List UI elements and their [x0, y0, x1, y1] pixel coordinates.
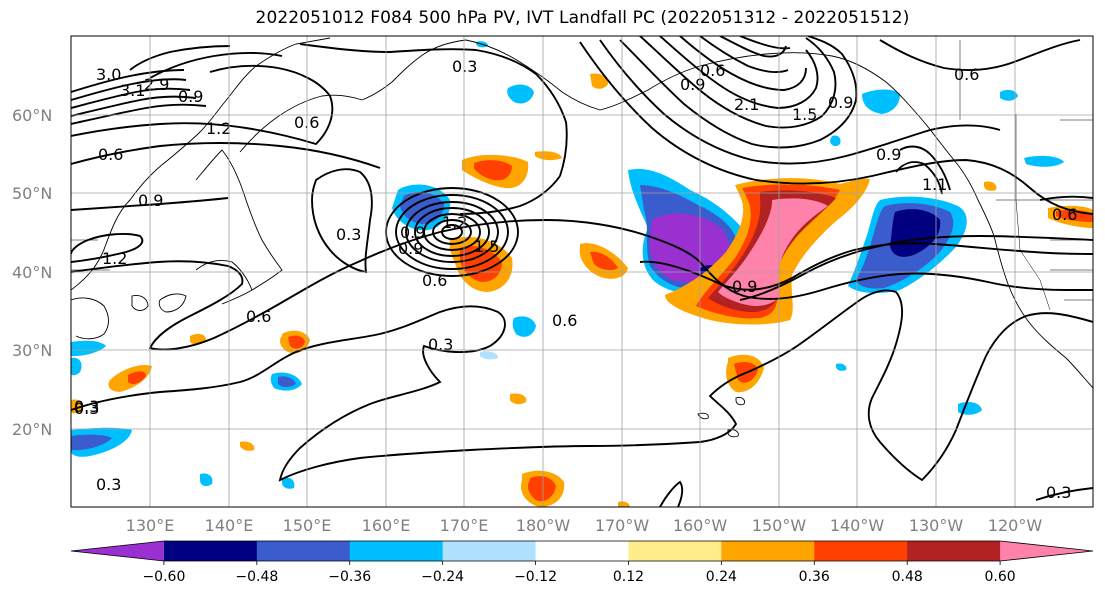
colorbar-tick-labels: −0.60 −0.48 −0.36 −0.24 −0.12 0.12 0.24 0.36 0.4…: [142, 561, 1016, 585]
colorbar-swatch: [628, 541, 722, 561]
contour-label: 0.3: [452, 57, 477, 76]
contour-label: 3.1: [120, 81, 145, 100]
lon-label: 140°E: [205, 516, 254, 535]
graticule: [71, 36, 1093, 507]
lat-label: 50°N: [12, 184, 52, 203]
colorbar: [70, 540, 1094, 562]
lon-label: 170°E: [440, 516, 489, 535]
colorbar-swatch: [349, 541, 444, 561]
colorbar-tick-label: −0.24: [421, 569, 464, 585]
contour-label: 0.3: [74, 397, 99, 416]
colorbar-tick-label: −0.60: [142, 569, 185, 585]
lon-label: 150°E: [283, 516, 332, 535]
contour-label: 2.9: [144, 75, 169, 94]
contour-label: 0.6: [954, 65, 979, 84]
colorbar-swatch: [535, 541, 629, 561]
lat-label: 40°N: [12, 263, 52, 282]
contour-label: 0.9: [732, 277, 757, 296]
colorbar-swatch: [71, 541, 164, 561]
pv-contours: [71, 36, 1093, 507]
colorbar-tick-label: 0.48: [892, 569, 923, 585]
contour-label: 0.3: [1046, 483, 1071, 502]
contour-label: 0.3: [336, 225, 361, 244]
contour-label: 0.6: [552, 311, 577, 330]
map-background: [71, 36, 1093, 507]
colorbar-swatch: [907, 541, 1001, 561]
lon-label: 150°W: [752, 516, 807, 535]
contour-label: 0.3: [96, 475, 121, 494]
contour-label: 0.9: [828, 93, 853, 112]
contour-label: 1.2: [206, 119, 231, 138]
lon-label: 120°W: [988, 516, 1043, 535]
latitude-labels: 60°N 50°N 40°N 30°N 20°N: [12, 106, 52, 439]
contour-label: 0.6: [246, 307, 271, 326]
colorbar-swatch: [442, 541, 537, 561]
contour-label: 0.6: [700, 61, 725, 80]
colorbar-tick-label: 0.12: [613, 569, 644, 585]
colorbar-tick-label: −0.48: [235, 569, 278, 585]
contour-label: 0.3: [428, 335, 453, 354]
lon-label: 160°E: [362, 516, 411, 535]
colorbar-tick-label: 0.60: [985, 569, 1016, 585]
ivt-anomaly-fill: [71, 41, 1093, 507]
lon-label: 140°W: [830, 516, 885, 535]
colorbar-tick-label: −0.36: [328, 569, 371, 585]
contour-label: 1.5: [474, 237, 499, 256]
plot-title: 2022051012 F084 500 hPa PV, IVT Landfall…: [255, 8, 910, 28]
longitude-labels: 130°E 140°E 150°E 160°E 170°E 180°W 170°…: [126, 516, 1043, 535]
contour-label: 0.9: [138, 191, 163, 210]
lon-label: 180°W: [516, 516, 571, 535]
lat-label: 30°N: [12, 341, 52, 360]
colorbar-tick-label: 0.24: [706, 569, 737, 585]
colorbar-tick-label: 0.36: [799, 569, 830, 585]
contour-label: 0.9: [680, 75, 705, 94]
lon-label: 130°W: [909, 516, 964, 535]
contour-label: 0.9: [876, 145, 901, 164]
contour-label: 1.1: [922, 175, 947, 194]
contour-labels: 3.0 3.1 2.9 0.9 1.2 0.6 0.6 0.9 1.2 0.3 …: [74, 57, 1077, 502]
colorbar-swatch: [256, 541, 351, 561]
contour-label: 0.6: [1052, 205, 1077, 224]
contour-label: 0.9: [178, 87, 203, 106]
contour-label: 3.0: [96, 65, 121, 84]
contour-label: 1.2: [102, 249, 127, 268]
lon-label: 130°E: [126, 516, 175, 535]
lat-label: 60°N: [12, 106, 52, 125]
colorbar-swatch: [163, 541, 258, 561]
lon-label: 170°W: [595, 516, 650, 535]
map-frame: [70, 35, 1094, 508]
colorbar-swatch: [1000, 541, 1093, 561]
colorbar-tick-label: −0.12: [514, 569, 557, 585]
colorbar-swatch: [721, 541, 815, 561]
colorbar-swatch: [814, 541, 908, 561]
contour-label: 2.1: [734, 95, 759, 114]
contour-label: 1.5: [792, 105, 817, 124]
contour-label: 0.6: [422, 271, 447, 290]
contour-label: 0.3: [74, 399, 99, 418]
contour-label: 0.9: [400, 223, 425, 242]
contour-label: 0.9: [398, 239, 423, 258]
lon-label: 160°W: [673, 516, 728, 535]
contour-label: 0.6: [98, 145, 123, 164]
contour-label: 1.2: [442, 213, 467, 232]
lat-label: 20°N: [12, 420, 52, 439]
